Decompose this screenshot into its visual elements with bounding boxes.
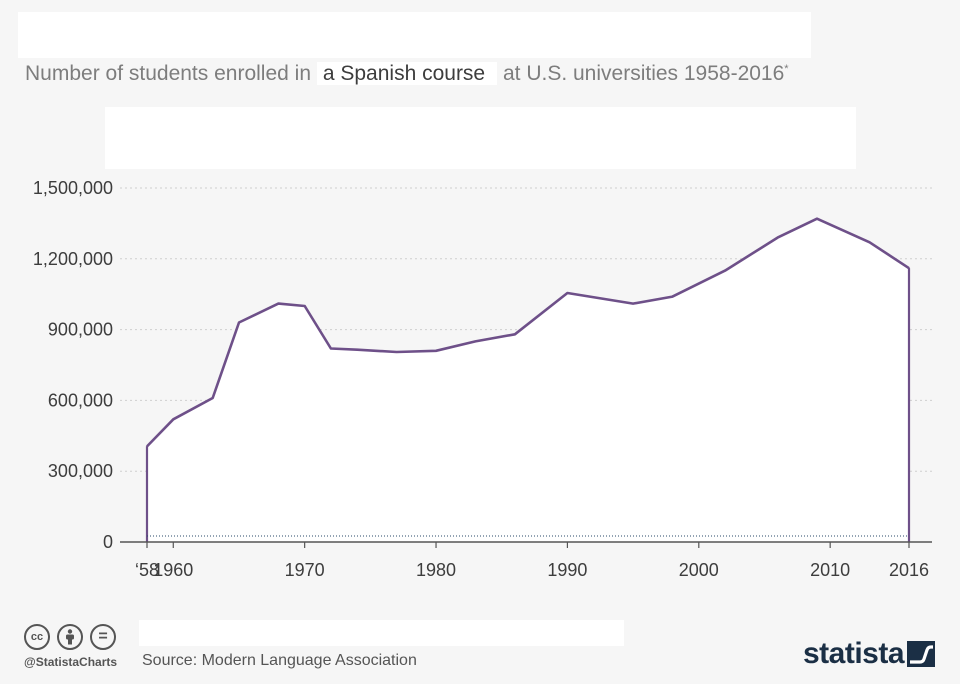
no-derivatives-icon: = [90, 624, 116, 650]
title-placeholder [18, 12, 811, 58]
area-fill [147, 218, 909, 542]
data-point [474, 340, 477, 343]
subtitle-suffix: at U.S. universities 1958-2016 [502, 62, 785, 85]
data-point [330, 347, 332, 350]
data-point [211, 397, 214, 399]
subtitle-highlight: a Spanish course [316, 62, 498, 85]
description-placeholder [105, 107, 856, 169]
x-tick-label: 1960 [153, 560, 193, 580]
x-tick-label: 1980 [416, 560, 456, 580]
y-tick-label: 900,000 [48, 320, 113, 340]
x-tick-label: 2016 [889, 560, 929, 580]
data-point [908, 267, 910, 270]
data-point [632, 302, 634, 305]
data-point [238, 321, 240, 324]
data-point [172, 418, 175, 421]
y-tick-label: 600,000 [48, 390, 113, 410]
area-chart: 0 300,000 600,000 900,000 1,200,000 1,500,000… [33, 178, 932, 580]
source-text: Source: Modern Language Association [142, 652, 417, 669]
series-line [146, 217, 910, 448]
chart-subtitle: Number of students enrolled in a Spanish… [25, 62, 789, 86]
data-point [776, 236, 779, 239]
y-tick-label: 0 [103, 532, 113, 552]
data-point [146, 445, 148, 448]
x-tick-label: ‘58 [135, 560, 159, 580]
twitter-handle: @StatistaCharts [24, 655, 118, 669]
y-tick-label: 1,500,000 [33, 178, 113, 198]
x-tick-label: 2010 [810, 560, 850, 580]
y-tick-label: 300,000 [48, 461, 113, 481]
area-series [145, 217, 911, 542]
data-point [303, 305, 306, 307]
footnote-placeholder [139, 620, 624, 646]
data-point [671, 295, 674, 298]
y-axis: 0 300,000 600,000 900,000 1,200,000 1,500,000 [33, 178, 113, 552]
data-point [724, 269, 726, 272]
person-icon [66, 629, 74, 645]
y-tick-label: 1,200,000 [33, 249, 113, 269]
x-tick-label: 1970 [285, 560, 325, 580]
data-point [868, 241, 871, 244]
footnote-mark: * [784, 63, 789, 75]
statista-logo-icon[interactable] [907, 641, 935, 667]
data-point [277, 302, 280, 305]
data-point [514, 333, 516, 336]
data-point [566, 292, 569, 294]
x-tick-label: 1990 [547, 560, 587, 580]
subtitle-prefix: Number of students enrolled in [25, 62, 311, 85]
data-point [395, 351, 398, 353]
statista-logo[interactable]: statista [803, 637, 905, 670]
data-point [435, 350, 437, 352]
data-point [816, 217, 818, 220]
data-point [356, 348, 359, 351]
creative-commons-icon: cc [24, 624, 50, 650]
x-tick-label: 2000 [679, 560, 719, 580]
attribution-icon [57, 624, 83, 650]
